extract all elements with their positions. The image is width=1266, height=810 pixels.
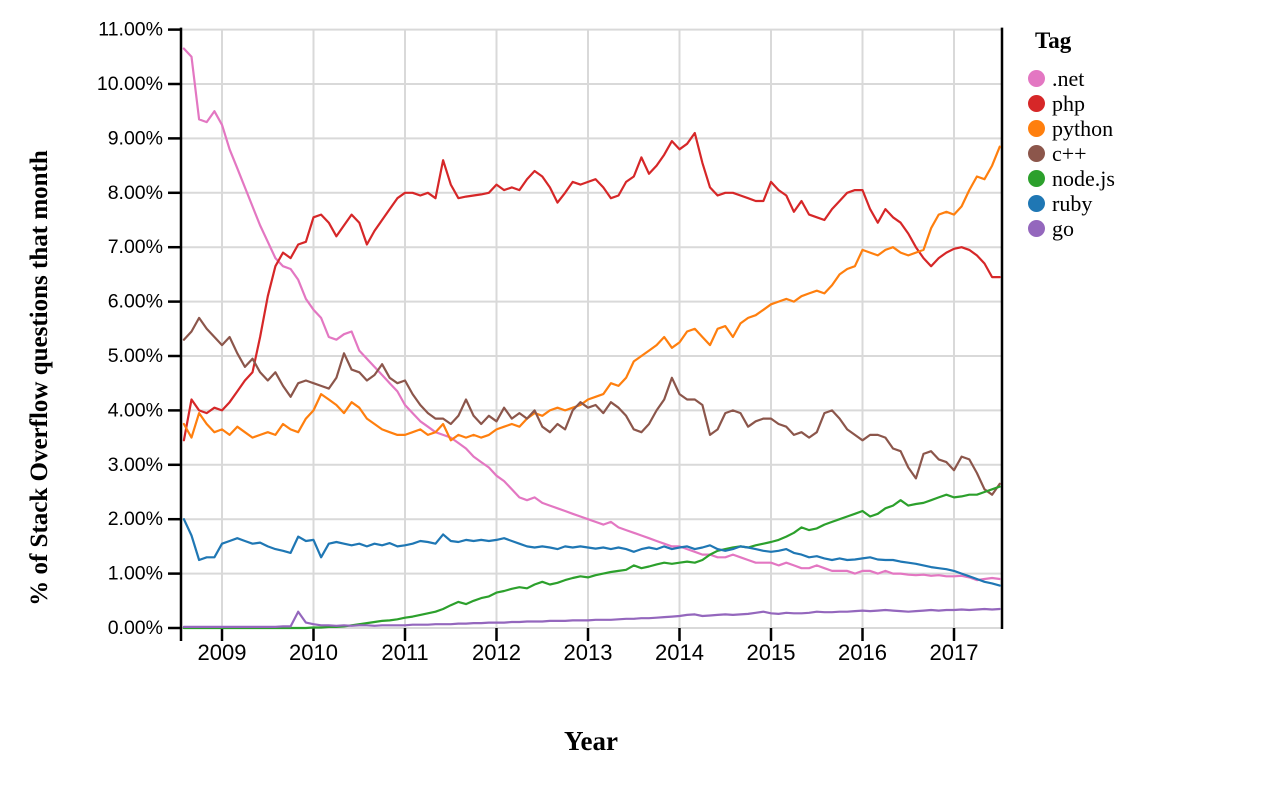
x-tick-label: 2014	[655, 640, 704, 665]
series-line-nodejs	[182, 485, 1001, 630]
legend-item-python: python	[1028, 116, 1248, 141]
x-tick-label: 2016	[838, 640, 887, 665]
legend-label: python	[1052, 116, 1114, 141]
series-line-php	[182, 131, 1001, 442]
x-tick-label: 2012	[472, 640, 521, 665]
legend-swatch-icon	[1028, 195, 1045, 212]
legend-item-nodejs: node.js	[1028, 166, 1248, 191]
legend-label: c++	[1052, 141, 1087, 166]
y-tick-label: 9.00%	[108, 127, 163, 149]
legend-swatch-icon	[1028, 220, 1045, 237]
legend-item-ruby: ruby	[1028, 191, 1248, 216]
legend-title: Tag	[1035, 28, 1072, 53]
series-line-go	[182, 607, 1001, 629]
legend-item-c: c++	[1028, 141, 1248, 166]
x-tick-label: 2009	[198, 640, 247, 665]
y-axis-title: % of Stack Overflow questions that month	[26, 150, 53, 606]
legend-item-php: php	[1028, 91, 1248, 116]
x-tick-label: 2013	[564, 640, 613, 665]
y-tick-label: 11.00%	[98, 19, 163, 41]
series-line-python	[182, 145, 1001, 442]
legend-label: node.js	[1052, 166, 1115, 191]
legend-label: .net	[1052, 66, 1085, 91]
y-tick-label: 1.00%	[108, 563, 163, 585]
x-tick-label: 2011	[381, 640, 428, 665]
legend-swatch-icon	[1028, 70, 1045, 87]
legend-swatch-icon	[1028, 170, 1045, 187]
x-axis-title: Year	[564, 726, 618, 756]
legend-items: .net php python c++ node.js ruby go	[1028, 66, 1248, 241]
y-tick-label: 0.00%	[108, 617, 163, 639]
x-tick-label: 2015	[747, 640, 796, 665]
legend-label: go	[1052, 216, 1074, 241]
y-tick-label: 6.00%	[108, 291, 163, 313]
y-tick-label: 3.00%	[108, 454, 163, 476]
legend-label: php	[1052, 91, 1085, 116]
legend-item-go: go	[1028, 216, 1248, 241]
legend-swatch-icon	[1028, 145, 1045, 162]
legend: Tag .net php python c++ node.js ruby go	[1028, 28, 1248, 241]
y-tick-label: 7.00%	[108, 236, 163, 258]
series-line-net	[182, 47, 1001, 582]
y-tick-label: 5.00%	[108, 345, 163, 367]
y-tick-label: 4.00%	[108, 399, 163, 421]
x-tick-label: 2010	[289, 640, 338, 665]
x-tick-label: 2017	[930, 640, 979, 665]
legend-swatch-icon	[1028, 120, 1045, 137]
y-tick-label: 10.00%	[97, 73, 163, 95]
y-tick-label: 2.00%	[108, 508, 163, 530]
series-line-ruby	[182, 518, 1001, 587]
legend-item-net: .net	[1028, 66, 1248, 91]
series-line-c	[182, 316, 1001, 496]
legend-label: ruby	[1052, 191, 1093, 216]
y-tick-label: 8.00%	[108, 182, 163, 204]
legend-swatch-icon	[1028, 95, 1045, 112]
